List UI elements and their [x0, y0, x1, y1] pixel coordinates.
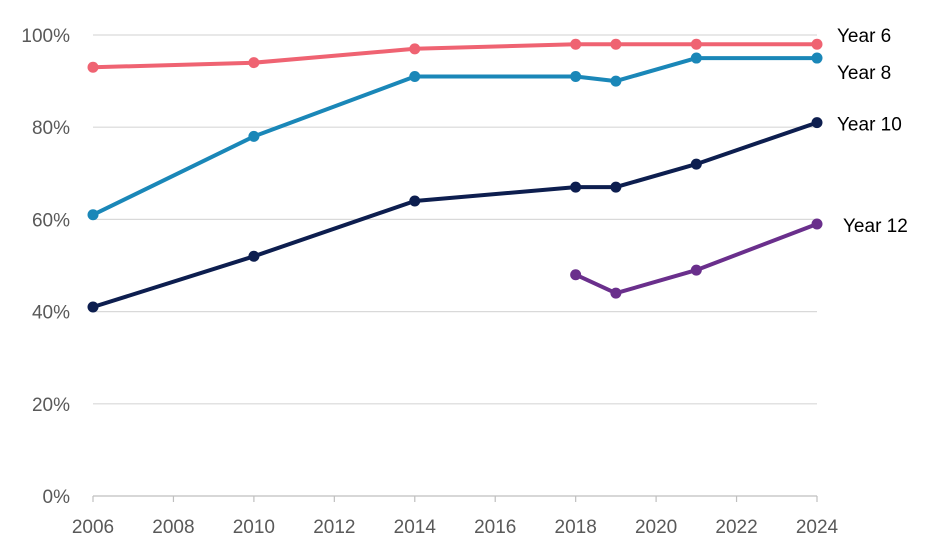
data-point-year-6 — [811, 38, 823, 50]
y-tick-label: 0% — [43, 487, 71, 508]
series-label-year-12: Year 12 — [843, 216, 908, 237]
data-point-year-12 — [570, 269, 582, 281]
data-point-year-10 — [610, 181, 622, 193]
data-point-year-6 — [248, 57, 260, 69]
data-point-year-8 — [610, 75, 622, 87]
y-tick-label: 20% — [32, 395, 70, 416]
x-tick-label: 2014 — [394, 517, 437, 538]
data-point-year-6 — [690, 38, 702, 50]
data-point-year-8 — [570, 70, 582, 82]
data-point-year-10 — [690, 158, 702, 170]
data-point-year-10 — [811, 117, 823, 129]
data-point-year-8 — [811, 52, 823, 64]
data-point-year-12 — [610, 287, 622, 299]
y-tick-label: 100% — [21, 26, 70, 47]
series-group — [87, 38, 823, 313]
series-line-year-10 — [91, 120, 819, 309]
series-label-year-8: Year 8 — [837, 63, 891, 84]
x-tick-label: 2024 — [796, 517, 839, 538]
x-tick-label: 2020 — [635, 517, 677, 538]
data-point-year-8 — [87, 209, 99, 221]
x-tick-label: 2012 — [313, 517, 355, 538]
y-tick-label: 80% — [32, 118, 70, 139]
data-point-year-10 — [409, 195, 421, 207]
x-tick-label: 2022 — [715, 517, 757, 538]
series-label-year-10: Year 10 — [837, 115, 902, 136]
data-point-year-8 — [409, 70, 421, 82]
data-point-year-6 — [570, 38, 582, 50]
x-axis: 2006 2008 2010 2012 2014 2016 2018 2020 2022 2024 — [72, 496, 839, 538]
x-tick-label: 2006 — [72, 517, 114, 538]
gridlines: 0% 20% 40% 60% 80% 100% — [21, 26, 817, 508]
x-tick-label: 2008 — [152, 517, 194, 538]
data-point-year-6 — [409, 43, 421, 55]
data-point-year-10 — [87, 301, 99, 313]
data-point-year-12 — [690, 264, 702, 276]
data-point-year-10 — [248, 250, 260, 262]
y-tick-label: 60% — [32, 210, 70, 231]
data-point-year-8 — [248, 130, 260, 142]
x-tick-label: 2018 — [555, 517, 597, 538]
series-line-year-6 — [91, 42, 819, 70]
y-tick-label: 40% — [32, 303, 70, 324]
data-point-year-6 — [87, 61, 99, 73]
x-tick-label: 2010 — [233, 517, 275, 538]
data-point-year-6 — [610, 38, 622, 50]
series-labels: Year 6 Year 8 Year 10 Year 12 — [837, 26, 908, 237]
series-label-year-6: Year 6 — [837, 26, 891, 47]
series-line-year-12 — [573, 222, 819, 296]
data-point-year-8 — [690, 52, 702, 64]
data-point-year-12 — [811, 218, 823, 230]
series-line-year-8 — [91, 56, 819, 217]
data-point-year-10 — [570, 181, 582, 193]
x-tick-label: 2016 — [474, 517, 516, 538]
